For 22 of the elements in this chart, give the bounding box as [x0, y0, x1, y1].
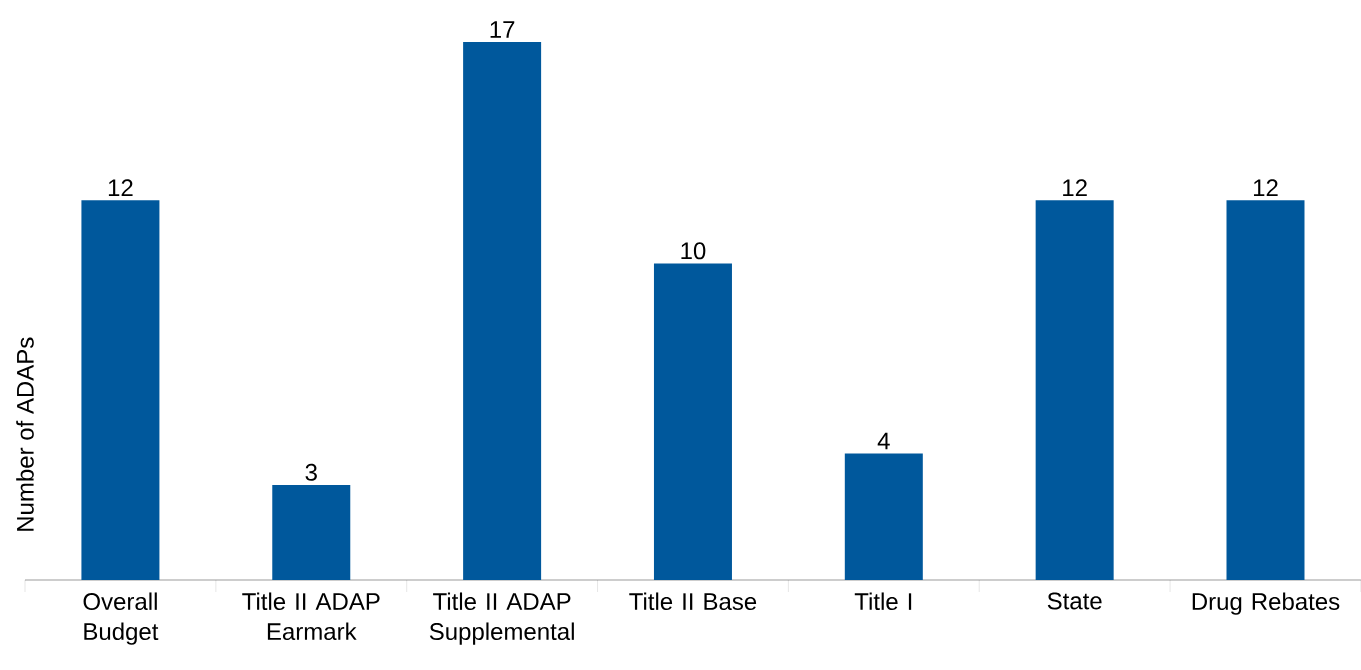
bar	[1035, 200, 1114, 580]
data-label: 10	[681, 242, 706, 260]
bar	[81, 200, 160, 580]
x-tick-label: Title II Base	[629, 592, 757, 611]
x-tick-label: Overall Budget	[83, 592, 159, 645]
data-label: 4	[877, 432, 890, 450]
x-tick-label: Title II ADAP Earmark	[242, 592, 380, 641]
bar	[272, 485, 351, 580]
data-label: 12	[1063, 179, 1087, 197]
data-label: 12	[1253, 179, 1278, 197]
bar	[653, 263, 732, 580]
y-axis-title: Number of ADAPs	[16, 337, 34, 531]
bar	[844, 453, 923, 580]
x-tick-label: Drug Rebates	[1192, 592, 1340, 615]
x-tick-label: State	[1047, 592, 1102, 610]
data-label: 17	[490, 21, 515, 38]
data-label: 12	[108, 179, 133, 197]
data-label: 3	[305, 463, 317, 481]
bar	[463, 42, 542, 580]
x-tick-label: Title II ADAP Supplemental	[429, 592, 574, 645]
bar	[1226, 200, 1305, 580]
x-tick-label: Title I	[854, 592, 912, 611]
